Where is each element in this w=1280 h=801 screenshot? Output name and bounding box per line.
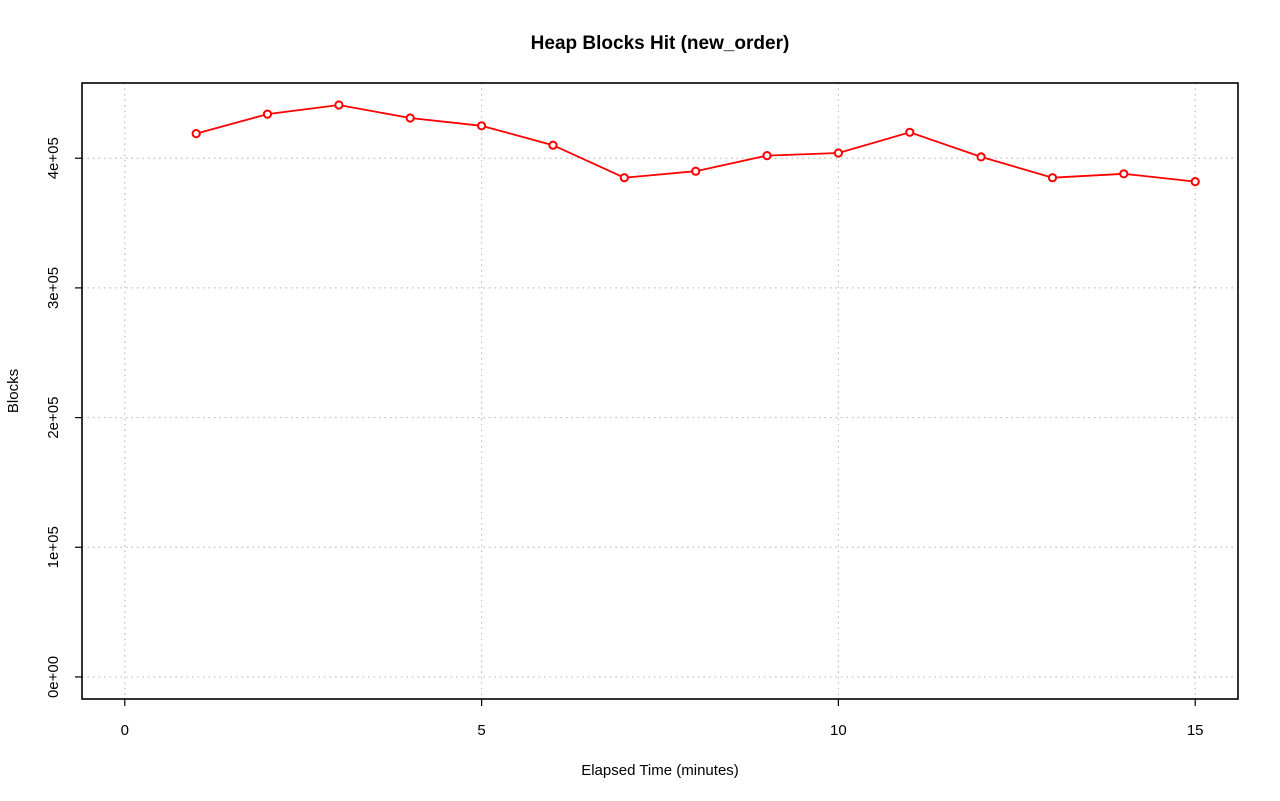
grid	[82, 83, 1238, 699]
y-tick-label: 0e+00	[45, 656, 62, 698]
y-axis: 0e+00 1e+05 2e+05 3e+05 4e+05	[45, 137, 82, 698]
x-tick-label: 15	[1187, 722, 1204, 739]
data-point	[477, 121, 487, 131]
plot-frame	[81, 82, 1239, 700]
data-point	[976, 152, 986, 162]
y-tick-label: 3e+05	[45, 267, 62, 309]
data-point	[905, 127, 915, 137]
x-tick-label: 5	[477, 722, 485, 739]
data-point	[833, 148, 844, 158]
x-tick-label: 0	[121, 722, 129, 739]
data-point	[405, 113, 415, 123]
chart-title: Heap Blocks Hit (new_order)	[531, 33, 790, 54]
data-point	[1190, 177, 1200, 187]
y-tick-label: 2e+05	[45, 397, 62, 439]
data-point	[691, 166, 701, 176]
data-point	[191, 129, 201, 139]
data-point	[262, 109, 273, 119]
data-point	[548, 140, 558, 150]
y-axis-label: Blocks	[5, 369, 22, 413]
x-axis-label: Elapsed Time (minutes)	[581, 762, 739, 779]
y-tick-label: 4e+05	[45, 137, 62, 179]
data-point	[1047, 173, 1058, 183]
data-point	[619, 173, 629, 183]
series-layer	[191, 100, 1200, 187]
data-point	[334, 100, 344, 110]
data-point	[762, 151, 772, 161]
y-tick-label: 1e+05	[45, 526, 62, 568]
x-axis: 0 5 10 15	[121, 699, 1204, 739]
data-point	[1119, 169, 1129, 179]
x-tick-label: 10	[830, 722, 847, 739]
